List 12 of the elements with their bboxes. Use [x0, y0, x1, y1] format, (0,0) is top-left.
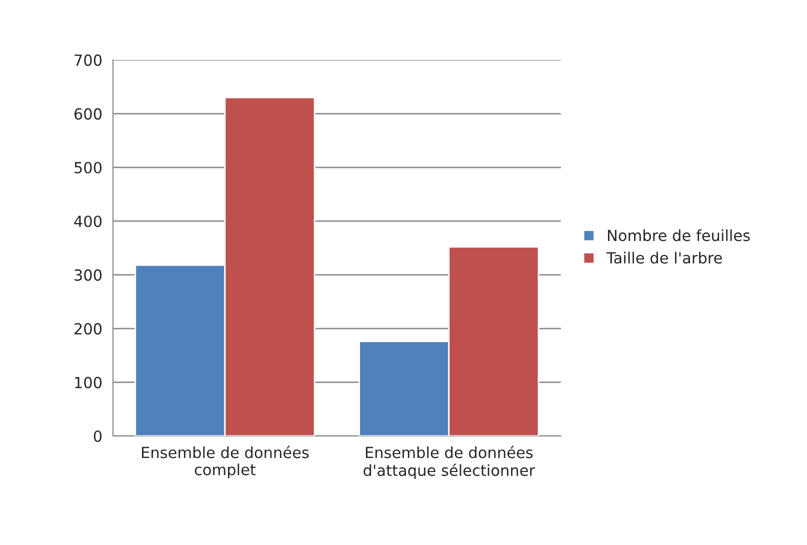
y-tick-label: 300	[74, 269, 102, 281]
x-tick-label: Ensemble de données d'attaque sélectionner	[364, 446, 536, 480]
y-tick-label: 500	[74, 162, 102, 174]
y-tick-label: 0	[94, 430, 102, 442]
y-tick-label: 400	[74, 216, 102, 228]
y-tick-label: 100	[75, 376, 102, 388]
x-tick-label: Ensemble de données complet	[142, 446, 309, 478]
legend-label: Taille de l'arbre	[606, 252, 722, 264]
y-tick-label: 700	[74, 54, 102, 66]
y-tick-label: 200	[74, 323, 102, 335]
legend-label: Nombre de feuilles	[608, 229, 750, 242]
y-tick-label: 600	[74, 108, 102, 120]
